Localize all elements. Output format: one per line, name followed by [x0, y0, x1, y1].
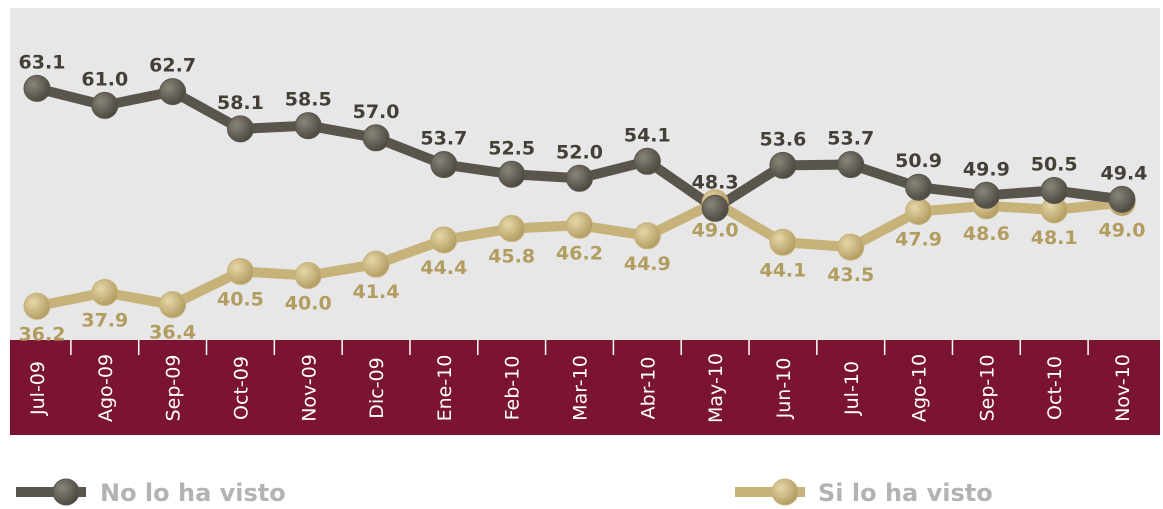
no-lo-ha-visto-data-label: 50.9 [895, 150, 942, 172]
si-lo-ha-visto-point [633, 222, 661, 250]
si-lo-ha-visto-point [837, 233, 865, 261]
si-lo-ha-visto-data-label: 48.6 [963, 223, 1010, 245]
data-labels: 63.1 61.0 62.7 58.1 58.5 57.0 53.7 52.5 52.0 54.1… [19, 51, 1148, 345]
tick-label: Sep-09 [163, 355, 185, 422]
si-lo-ha-visto-data-label: 40.0 [285, 293, 332, 315]
tick-label: Jul-10 [841, 361, 863, 416]
no-lo-ha-visto-data-label: 49.9 [963, 158, 1010, 180]
si-lo-ha-visto-point [769, 228, 797, 256]
si-lo-ha-visto-point [498, 215, 526, 243]
si-lo-ha-visto-data-label: 36.2 [19, 323, 66, 345]
si-lo-ha-visto-point [159, 291, 187, 319]
tick-label: Abr-10 [637, 357, 659, 420]
tick-label: Mar-10 [570, 355, 592, 421]
no-lo-ha-visto-point [633, 147, 661, 175]
si-lo-ha-visto-data-label: 41.4 [353, 281, 400, 303]
legend: No lo ha visto Si lo ha visto [16, 478, 993, 507]
no-lo-ha-visto-point [430, 151, 458, 179]
no-lo-ha-visto-point [362, 124, 390, 152]
no-lo-ha-visto-point [226, 115, 254, 143]
no-lo-ha-visto-point [159, 78, 187, 106]
tick-label: Dic-09 [366, 357, 388, 418]
tick-label: Jun-10 [773, 358, 795, 420]
si-lo-ha-visto-data-label: 43.5 [827, 264, 874, 286]
tick-label: Ene-10 [434, 355, 456, 422]
no-lo-ha-visto-data-label: 58.1 [217, 92, 264, 114]
si-lo-ha-visto-point [430, 226, 458, 254]
no-lo-ha-visto-data-label: 63.1 [19, 51, 66, 73]
series-points [23, 74, 1136, 320]
si-lo-ha-visto-data-label: 37.9 [81, 310, 128, 332]
no-lo-ha-visto-point [701, 194, 729, 222]
si-lo-ha-visto-data-label: 49.0 [692, 220, 739, 242]
si-lo-ha-visto-data-label: 44.4 [420, 257, 467, 279]
no-lo-ha-visto-data-label: 61.0 [81, 68, 128, 90]
si-lo-ha-visto-point [566, 211, 593, 239]
no-lo-ha-visto-data-label: 53.7 [827, 128, 874, 150]
no-lo-ha-visto-point [294, 112, 322, 140]
si-lo-ha-visto-point [23, 292, 51, 320]
tick-label: Oct-09 [230, 356, 252, 420]
tick-label: Sep-10 [976, 355, 998, 422]
no-lo-ha-visto-data-label: 57.0 [353, 101, 400, 123]
no-lo-ha-visto-data-label: 52.5 [488, 137, 535, 159]
no-lo-ha-visto-data-label: 58.5 [285, 89, 332, 111]
si-lo-ha-visto-point [294, 262, 322, 289]
no-lo-ha-visto-point [972, 181, 1000, 209]
no-lo-ha-visto-data-label: 50.5 [1031, 153, 1078, 175]
no-lo-ha-visto-data-label: 53.6 [759, 128, 806, 150]
no-lo-ha-visto-point [769, 151, 797, 179]
no-lo-ha-visto-data-label: 62.7 [149, 55, 196, 77]
tick-label: Feb-10 [502, 356, 524, 421]
si-lo-ha-visto-data-label: 48.1 [1031, 227, 1078, 249]
tick-label: Ago-09 [95, 354, 117, 422]
si-lo-ha-visto-data-label: 44.9 [624, 253, 671, 275]
si-lo-ha-visto-point [362, 250, 390, 278]
no-lo-ha-visto-point [1108, 185, 1136, 213]
no-lo-ha-visto-point [566, 164, 593, 192]
si-lo-ha-visto-point [226, 257, 254, 285]
no-lo-ha-visto-data-label: 53.7 [420, 128, 467, 150]
si-lo-ha-visto-point [91, 279, 119, 307]
legend-label: Si lo ha visto [818, 479, 993, 507]
no-lo-ha-visto-data-label: 52.0 [556, 141, 603, 163]
tick-label: Oct-10 [1044, 356, 1066, 420]
legend-marker [771, 478, 799, 506]
si-lo-ha-visto-point [905, 198, 933, 226]
tick-label: Ago-10 [909, 354, 931, 422]
no-lo-ha-visto-data-label: 49.4 [1101, 162, 1148, 184]
si-lo-ha-visto-data-label: 40.5 [217, 288, 264, 310]
legend-marker [52, 478, 80, 506]
no-lo-ha-visto-point [91, 91, 119, 119]
no-lo-ha-visto-point [1040, 176, 1068, 204]
tick-label: Nov-09 [298, 354, 320, 422]
si-lo-ha-visto-data-label: 44.1 [759, 259, 806, 281]
no-lo-ha-visto-point [23, 74, 51, 102]
si-lo-ha-visto-data-label: 49.0 [1099, 220, 1146, 242]
no-lo-ha-visto-data-label: 48.3 [692, 171, 739, 193]
no-lo-ha-visto-point [905, 173, 933, 201]
tick-label: Jul-09 [27, 361, 49, 416]
no-lo-ha-visto-point [837, 151, 865, 179]
legend-label: No lo ha visto [100, 479, 286, 507]
si-lo-ha-visto-data-label: 45.8 [488, 246, 535, 268]
si-lo-ha-visto-data-label: 46.2 [556, 242, 603, 264]
si-lo-ha-visto-data-label: 47.9 [895, 229, 942, 251]
category-axis-band [10, 340, 1160, 435]
no-lo-ha-visto-point [498, 160, 526, 188]
tick-label: May-10 [705, 353, 727, 423]
si-lo-ha-visto-data-label: 36.4 [149, 322, 196, 344]
tick-label: Nov-10 [1112, 354, 1134, 422]
category-ticks: Jul-09 Ago-09 Sep-09 Oct-09 Nov-09 Dic-09 Ene-… [27, 340, 1134, 423]
no-lo-ha-visto-data-label: 54.1 [624, 124, 671, 146]
